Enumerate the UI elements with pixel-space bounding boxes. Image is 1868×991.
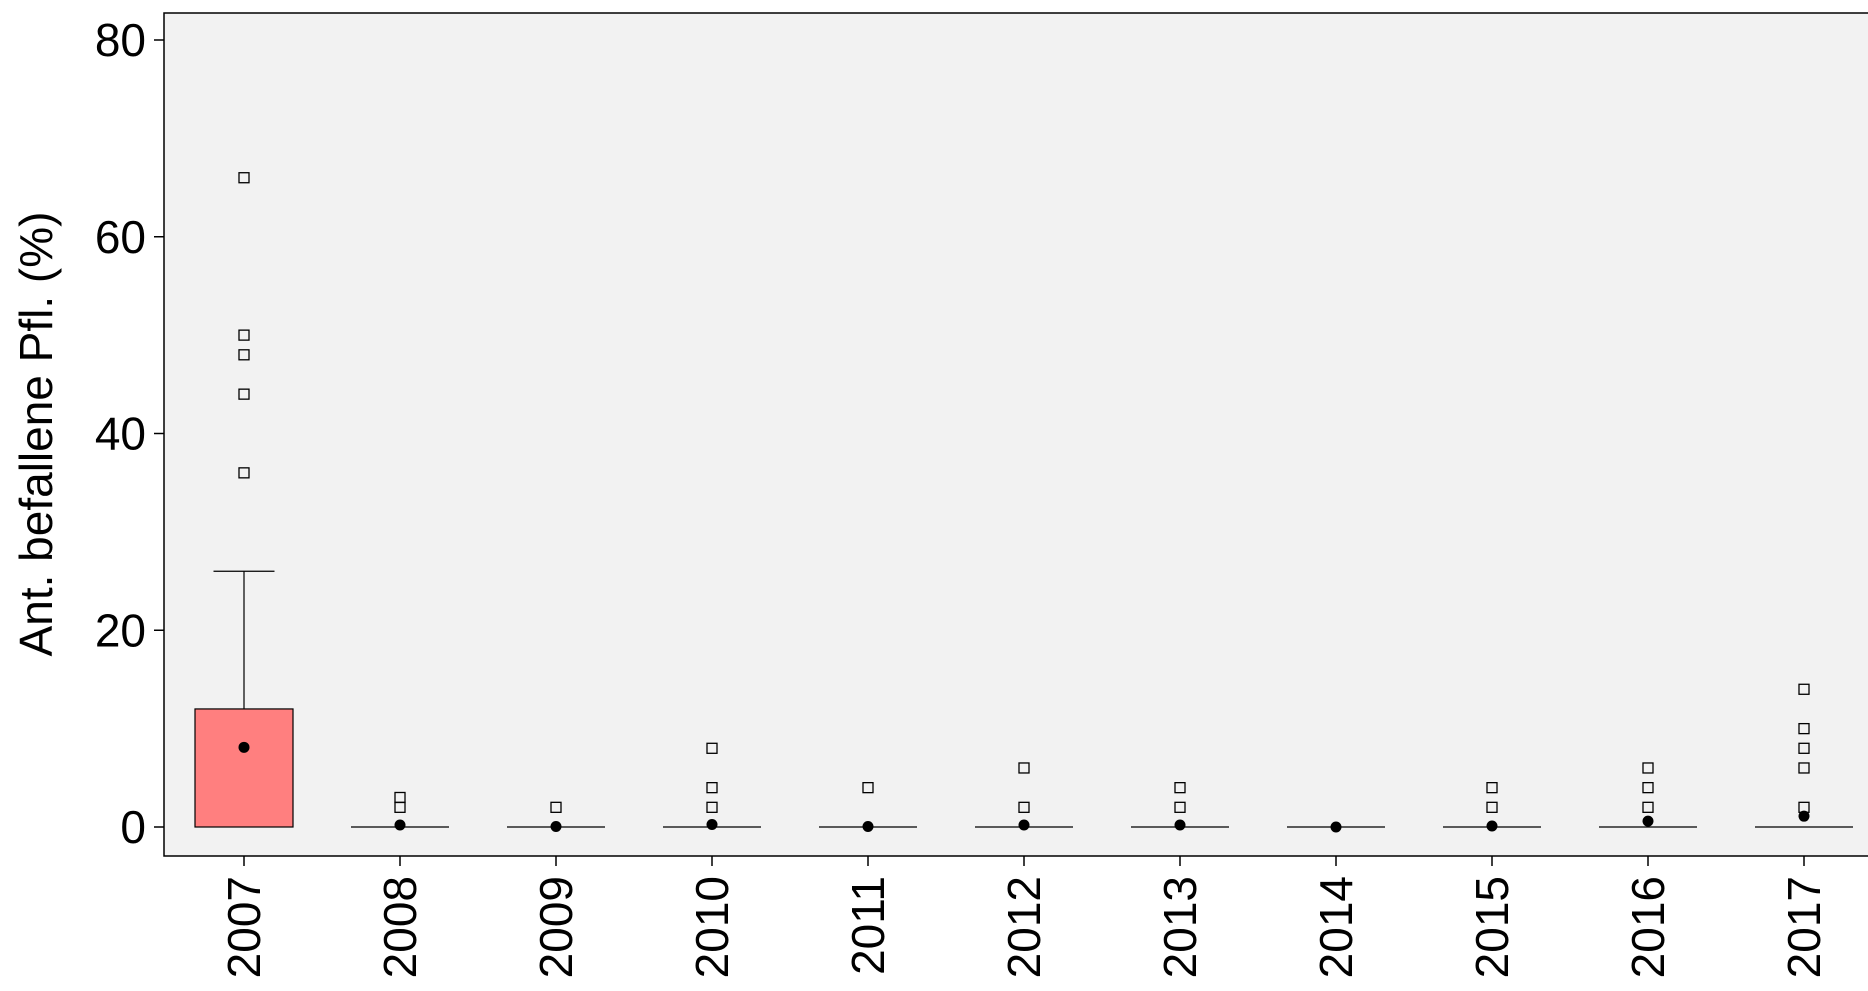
x-tick-label: 2010 <box>686 876 738 978</box>
mean-point <box>550 821 562 833</box>
outlier-point <box>1642 782 1654 794</box>
mean-point <box>238 741 250 753</box>
y-tick-label: 60 <box>95 211 146 263</box>
box-2014 <box>1287 821 1385 833</box>
x-tick-label: 2013 <box>1154 876 1206 978</box>
y-tick-label: 0 <box>120 801 146 853</box>
outlier-point <box>706 782 718 794</box>
outlier-point <box>1486 782 1498 794</box>
outlier-point <box>1486 801 1498 813</box>
mean-point <box>1330 821 1342 833</box>
outlier-point <box>1642 801 1654 813</box>
outlier-point <box>1018 801 1030 813</box>
mean-point <box>1798 810 1810 822</box>
x-tick-label: 2017 <box>1778 876 1830 978</box>
x-tick-label: 2007 <box>218 876 270 978</box>
box-series <box>194 172 1853 833</box>
outlier-point <box>238 349 250 361</box>
outlier-point <box>1018 762 1030 774</box>
box-2010 <box>663 742 761 831</box>
box-2007 <box>194 172 294 828</box>
x-tick-label: 2014 <box>1310 876 1362 978</box>
box-2016 <box>1599 762 1697 828</box>
box-2017 <box>1755 683 1853 828</box>
x-tick-label: 2012 <box>998 876 1050 978</box>
box-2011 <box>819 782 917 833</box>
x-axis: 2007 2008 2009 2010 2011 2012 2013 2014 2015 2016… <box>218 856 1830 978</box>
box-2015 <box>1443 782 1541 832</box>
x-tick-label: 2015 <box>1466 876 1518 978</box>
x-tick-label: 2008 <box>374 876 426 978</box>
box-2008 <box>351 791 449 831</box>
outlier-point <box>550 801 562 813</box>
mean-point <box>706 819 718 831</box>
x-tick-label: 2016 <box>1622 876 1674 978</box>
outlier-point <box>1642 762 1654 774</box>
x-tick-label: 2009 <box>530 876 582 978</box>
box-2012 <box>975 762 1073 831</box>
outlier-point <box>1798 683 1810 695</box>
mean-point <box>1174 819 1186 831</box>
outlier-point <box>1174 801 1186 813</box>
y-tick-label: 20 <box>95 604 146 656</box>
y-axis-title: Ant. befallene Pfl. (%) <box>10 212 62 657</box>
outlier-point <box>238 329 250 341</box>
y-tick-label: 40 <box>95 408 146 460</box>
box-iqr <box>194 708 294 828</box>
mean-point <box>1018 819 1030 831</box>
y-tick-label: 80 <box>95 14 146 66</box>
plot-area <box>163 12 1868 857</box>
outlier-point <box>394 791 406 804</box>
x-tick-label: 2011 <box>842 876 894 975</box>
outlier-point <box>706 742 718 754</box>
outlier-point <box>1798 722 1810 735</box>
box-2013 <box>1131 782 1229 831</box>
outlier-point <box>1798 742 1810 754</box>
mean-point <box>1642 815 1654 827</box>
outlier-point <box>238 388 250 400</box>
y-axis: 0 20 40 60 80 <box>95 14 164 853</box>
mean-point <box>1486 820 1498 832</box>
box-2009 <box>507 801 605 833</box>
outlier-point <box>706 801 718 813</box>
outlier-point <box>1174 782 1186 794</box>
mean-point <box>394 819 406 831</box>
outlier-point <box>238 172 250 184</box>
mean-point <box>862 821 874 833</box>
outlier-point <box>238 467 250 479</box>
outlier-point <box>862 782 874 794</box>
outlier-point <box>1798 762 1810 774</box>
